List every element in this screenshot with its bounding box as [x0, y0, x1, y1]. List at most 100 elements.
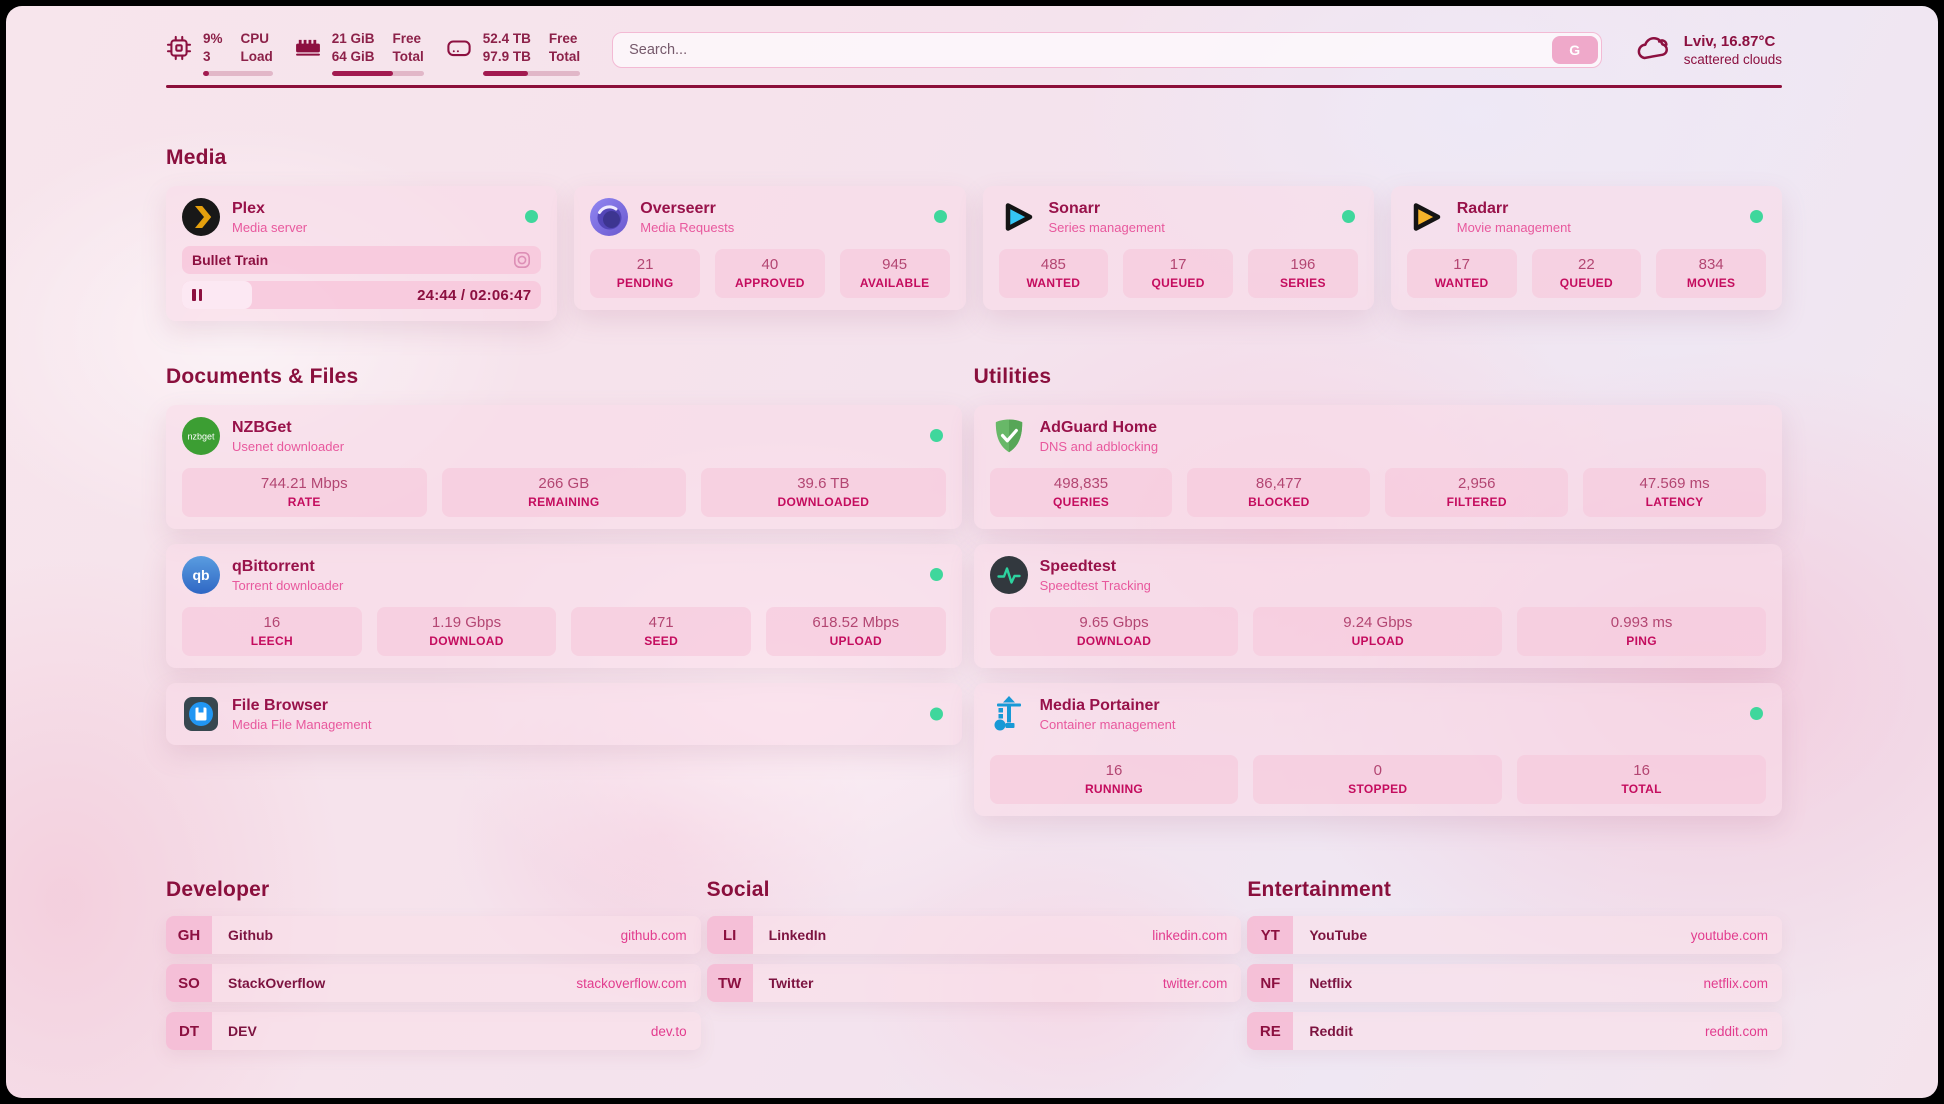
svg-text:qb: qb — [192, 567, 209, 583]
app-card-radarr[interactable]: Radarr Movie management 17 WANTED 22 QUEUE… — [1390, 186, 1782, 310]
sonarr-subtitle: Series management — [1048, 219, 1165, 235]
bookmark-github[interactable]: GH Github github.com — [166, 916, 701, 954]
bookmark-twitter[interactable]: TW Twitter twitter.com — [706, 964, 1242, 1002]
app-card-portainer[interactable]: Media Portainer Container management 16 R… — [973, 683, 1782, 816]
memory-progress-bar — [331, 71, 424, 76]
stat-available: 945 AVAILABLE — [839, 249, 950, 298]
overseerr-icon — [590, 198, 629, 236]
stat-rate: 744.21 Mbps RATE — [182, 468, 427, 517]
qbittorrent-icon: qb — [182, 556, 220, 594]
qbittorrent-status-dot — [929, 568, 943, 581]
radarr-title: Radarr — [1456, 199, 1509, 217]
app-card-plex[interactable]: Plex Media server Bullet Train 24:44 / 0… — [166, 186, 558, 321]
app-card-sonarr[interactable]: Sonarr Series management 485 WANTED 17 QUE… — [982, 186, 1374, 310]
plex-title: Plex — [232, 199, 265, 217]
speedtest-icon — [989, 556, 1028, 594]
cpu-chip-icon — [166, 35, 192, 61]
section-developer: Developer GH Github github.com SO StackO… — [166, 878, 701, 1050]
stat-total: 16 TOTAL — [1517, 755, 1766, 804]
developer-heading: Developer — [166, 878, 270, 901]
app-card-qbittorrent[interactable]: qb qBittorrent Torrent downloader 16 LEEC… — [166, 544, 962, 668]
bookmark-url: youtube.com — [1690, 927, 1768, 943]
radarr-status-dot — [1750, 210, 1763, 223]
twitter-abbr: TW — [706, 964, 753, 1002]
netflix-abbr: NF — [1247, 964, 1294, 1002]
bookmark-netflix[interactable]: NF Netflix netflix.com — [1247, 964, 1782, 1002]
nzbget-status-dot — [929, 429, 943, 442]
disk-value-1: 52.4 TB — [482, 31, 531, 46]
bookmark-url: reddit.com — [1704, 1023, 1768, 1039]
cpu-label-2: Load — [240, 49, 273, 64]
pause-button[interactable] — [192, 289, 202, 301]
disk-value-2: 97.9 TB — [482, 49, 531, 64]
app-card-filebrowser[interactable]: File Browser Media File Management — [166, 683, 962, 745]
stat-running: 16 RUNNING — [989, 755, 1239, 804]
plex-status-dot — [525, 210, 539, 223]
section-social: Social LI LinkedIn linkedin.com TW Twitt… — [706, 878, 1242, 1050]
stat-wanted: 485 WANTED — [998, 249, 1109, 298]
plex-icon — [182, 198, 220, 236]
bookmark-url: github.com — [620, 927, 687, 943]
section-media: Media Plex Media server Bullet Train — [166, 146, 1782, 321]
filebrowser-title: File Browser — [232, 696, 329, 714]
portainer-icon — [990, 695, 1028, 733]
overseerr-title: Overseerr — [640, 199, 716, 217]
weather-widget[interactable]: Lviv, 16.87°C scattered clouds — [1634, 32, 1782, 68]
social-heading: Social — [706, 878, 770, 901]
bookmark-name: DEV — [228, 1023, 257, 1039]
memory-value-2: 64 GiB — [331, 49, 375, 64]
bookmark-dev[interactable]: DT DEV dev.to — [166, 1012, 701, 1050]
bookmark-url: netflix.com — [1703, 975, 1768, 991]
stat-downloaded: 39.6 TB DOWNLOADED — [701, 468, 946, 517]
disk-stat: 52.4 TB 97.9 TB Free Total — [446, 30, 581, 76]
plex-time: 24:44 / 02:06:47 — [417, 286, 532, 304]
app-card-adguard[interactable]: AdGuard Home DNS and adblocking 498,835 Q… — [973, 405, 1782, 529]
app-card-nzbget[interactable]: nzbget NZBGet Usenet downloader 744.21 M… — [166, 405, 962, 529]
bookmark-youtube[interactable]: YT YouTube youtube.com — [1247, 916, 1782, 954]
memory-label-1: Free — [392, 31, 422, 46]
cpu-stat: 9% 3 CPU Load — [166, 30, 273, 76]
overseerr-subtitle: Media Requests — [640, 219, 735, 235]
app-card-overseerr[interactable]: Overseerr Media Requests 21 PENDING 40 APP… — [574, 186, 966, 310]
portainer-title: Media Portainer — [1039, 696, 1160, 714]
bookmark-name: StackOverflow — [228, 975, 326, 991]
sonarr-status-dot — [1341, 210, 1355, 223]
weather-location-temp: Lviv, 16.87°C — [1683, 33, 1776, 50]
header-divider — [166, 85, 1782, 88]
section-entertainment: Entertainment YT YouTube youtube.com NF … — [1247, 878, 1782, 1050]
disk-label-1: Free — [548, 31, 578, 46]
top-bar: 9% 3 CPU Load 21 GiB 64 G — [166, 6, 1782, 76]
file-browser-icon — [182, 695, 220, 733]
bookmark-stackoverflow[interactable]: SO StackOverflow stackoverflow.com — [166, 964, 701, 1002]
adguard-title: AdGuard Home — [1039, 418, 1157, 436]
bookmark-name: Netflix — [1309, 975, 1353, 991]
bookmark-url: stackoverflow.com — [576, 975, 687, 991]
stat-queued: 22 QUEUED — [1531, 249, 1642, 298]
documents-heading: Documents & Files — [166, 365, 359, 388]
plex-now-playing: Bullet Train — [182, 246, 542, 274]
bookmark-reddit[interactable]: RE Reddit reddit.com — [1247, 1012, 1782, 1050]
plex-player-progress: 24:44 / 02:06:47 — [182, 281, 542, 309]
stat-ping: 0.993 ms PING — [1517, 607, 1766, 656]
stat-download: 9.65 Gbps DOWNLOAD — [989, 607, 1239, 656]
qbittorrent-subtitle: Torrent downloader — [232, 577, 344, 593]
memory-value-1: 21 GiB — [331, 31, 375, 46]
radarr-subtitle: Movie management — [1456, 219, 1571, 235]
memory-label-2: Total — [392, 49, 424, 64]
filebrowser-status-dot — [929, 707, 943, 721]
stat-movies: 834 MOVIES — [1656, 249, 1766, 298]
app-card-speedtest[interactable]: Speedtest Speedtest Tracking 9.65 Gbps DO… — [973, 544, 1782, 668]
stat-queued: 17 QUEUED — [1123, 249, 1233, 298]
bookmark-url: linkedin.com — [1152, 927, 1228, 943]
search-engine-button[interactable]: G — [1551, 36, 1598, 64]
bookmark-name: YouTube — [1309, 927, 1368, 943]
search-input[interactable] — [612, 32, 1602, 68]
stat-queries: 498,835 QUERIES — [989, 468, 1173, 517]
disk-label-2: Total — [548, 49, 581, 64]
bookmark-name: LinkedIn — [768, 927, 827, 943]
ram-icon — [295, 38, 321, 58]
svg-text:nzbget: nzbget — [187, 432, 215, 442]
memory-progress-fill — [331, 71, 394, 76]
bookmark-linkedin[interactable]: LI LinkedIn linkedin.com — [706, 916, 1242, 954]
